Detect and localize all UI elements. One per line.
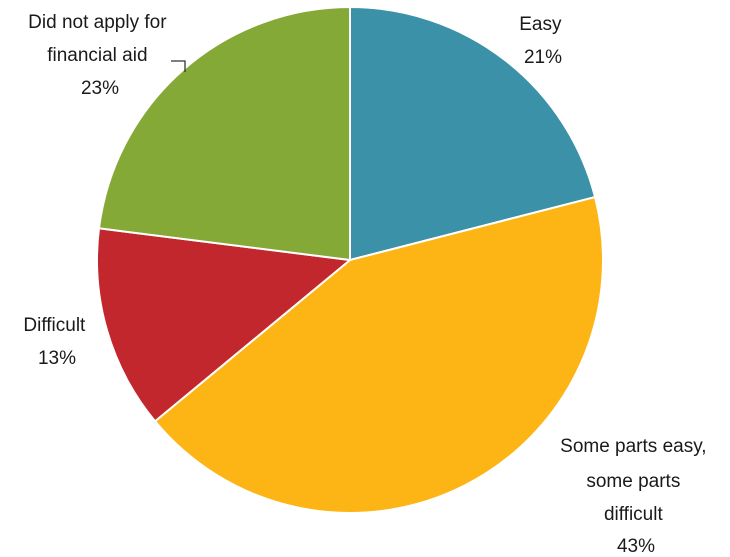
label-easy-value: 21%: [524, 47, 562, 68]
label-difficult-value: 13%: [38, 348, 76, 369]
label-no-aid-line2: financial aid: [47, 45, 147, 66]
label-no-aid-value: 23%: [81, 78, 119, 99]
label-mixed-line2: some parts: [586, 471, 680, 492]
slice-easy: [349, 5, 597, 262]
label-no-aid: Did not apply for financial aid 23%: [28, 12, 172, 99]
label-difficult-name: Difficult: [23, 315, 86, 336]
label-mixed-line1: Some parts easy,: [560, 436, 706, 457]
label-easy: Easy 21%: [519, 14, 567, 68]
label-easy-name: Easy: [519, 14, 562, 35]
label-mixed-line3: difficult: [604, 504, 664, 525]
label-difficult: Difficult 13%: [23, 315, 90, 369]
slice-difficult: [96, 227, 353, 423]
label-mixed: Some parts easy, some parts difficult 43…: [560, 436, 712, 557]
pie-slices: [96, 5, 604, 514]
label-mixed-value: 43%: [617, 536, 655, 557]
leader-line-no-aid: [171, 60, 186, 72]
label-no-aid-line1: Did not apply for: [28, 12, 167, 33]
slice-some-parts-easy-some-parts-difficult: [153, 195, 604, 514]
slice-did-not-apply-for-financial-aid: [97, 5, 351, 262]
